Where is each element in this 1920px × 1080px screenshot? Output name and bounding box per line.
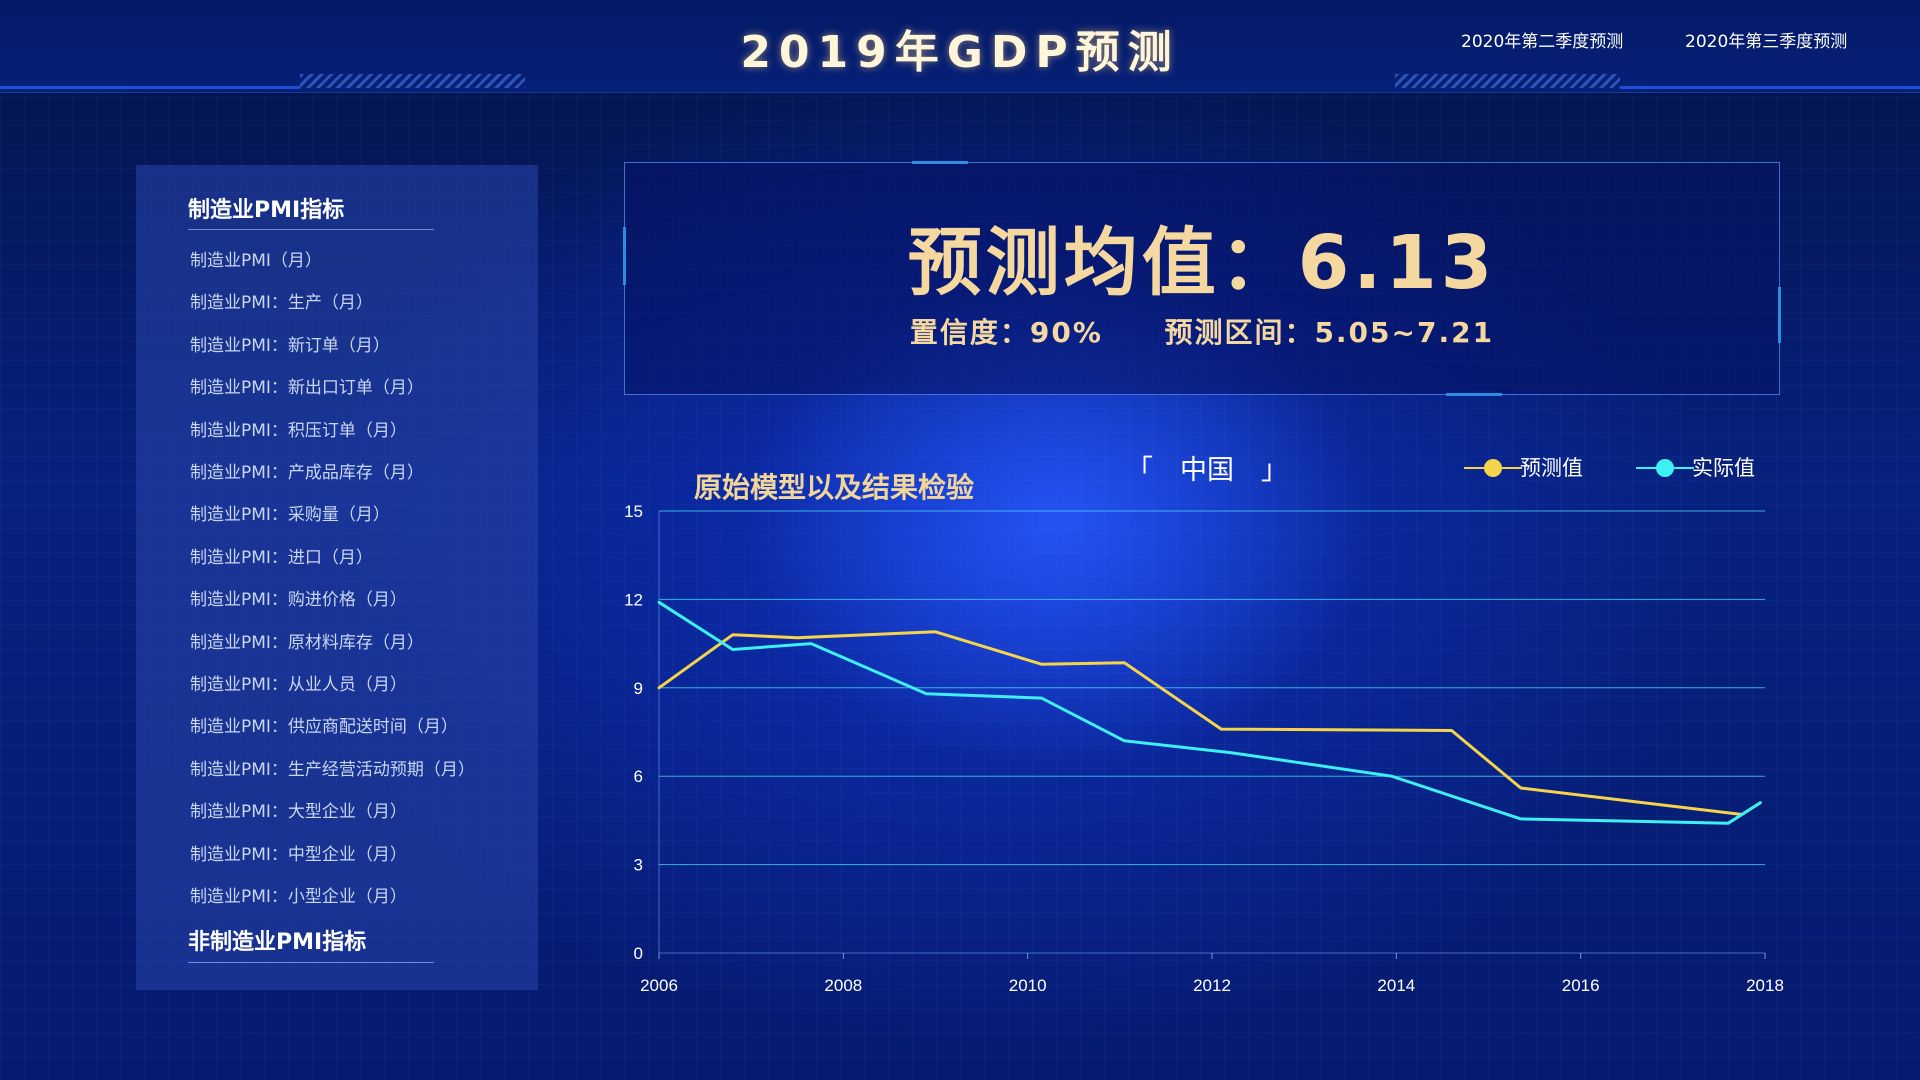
heading-divider (188, 229, 434, 230)
header-decor-left (300, 74, 525, 88)
sidebar-item[interactable]: 制造业PMI：新出口订单（月） (190, 378, 424, 398)
x-tick-label: 2016 (1562, 976, 1600, 995)
legend-forecast-marker (1464, 459, 1522, 477)
sidebar-item[interactable]: 制造业PMI：进口（月） (190, 548, 373, 568)
forecast-interval: 预测区间：5.05~7.21 (1164, 316, 1495, 349)
legend-actual-label: 实际值 (1692, 456, 1755, 480)
sidebar-item[interactable]: 制造业PMI：中型企业（月） (190, 845, 407, 865)
tab-2020-q2-forecast[interactable]: 2020年第二季度预测 (1461, 32, 1624, 52)
sidebar-item[interactable]: 制造业PMI：生产（月） (190, 293, 373, 313)
header-line-right (1620, 86, 1920, 89)
sidebar-item[interactable]: 制造业PMI：产成品库存（月） (190, 463, 424, 483)
sidebar-item[interactable]: 制造业PMI：供应商配送时间（月） (190, 717, 458, 737)
y-tick-label: 15 (624, 502, 643, 521)
series-actual-line (657, 600, 1762, 825)
sidebar-item[interactable]: 制造业PMI：小型企业（月） (190, 887, 407, 907)
x-tick-label: 2008 (824, 976, 862, 995)
y-tick-label: 12 (624, 590, 643, 609)
sidebar-item[interactable]: 制造业PMI：原材料库存（月） (190, 633, 424, 653)
x-tick-label: 2006 (640, 976, 678, 995)
chart-title: 原始模型以及结果检验 (694, 471, 975, 504)
panel-accent-top (912, 161, 968, 164)
sidebar-item[interactable]: 制造业PMI：积压订单（月） (190, 421, 407, 441)
non-manufacturing-pmi-heading[interactable]: 非制造业PMI指标 (188, 930, 367, 955)
sidebar-item[interactable]: 制造业PMI：生产经营活动预期（月） (190, 760, 475, 780)
header-bar: 2019年GDP预测 2020年第二季度预测 2020年第三季度预测 (0, 0, 1920, 93)
y-tick-label: 9 (634, 679, 643, 698)
sidebar-item[interactable]: 制造业PMI（月） (190, 251, 322, 271)
sidebar-item[interactable]: 制造业PMI：新订单（月） (190, 336, 390, 356)
y-tick-label: 0 (634, 944, 643, 963)
series-forecast-line (657, 630, 1744, 816)
x-tick-label: 2012 (1193, 976, 1231, 995)
header-decor-right (1395, 74, 1620, 88)
sidebar-item[interactable]: 制造业PMI：从业人员（月） (190, 675, 407, 695)
legend-actual[interactable]: 实际值 (1636, 452, 1755, 482)
region-selector[interactable]: 「 中国 」 (1126, 455, 1288, 486)
legend-forecast-label: 预测值 (1520, 456, 1583, 480)
panel-accent-right (1778, 287, 1781, 343)
panel-accent-bottom (1446, 393, 1502, 396)
legend-actual-marker (1636, 459, 1694, 477)
confidence-level: 置信度：90% (909, 316, 1103, 349)
x-tick-label: 2014 (1377, 976, 1415, 995)
x-tick-label: 2018 (1746, 976, 1784, 995)
heading-divider (188, 962, 434, 963)
header-line-left (0, 86, 300, 89)
panel-accent-left (623, 227, 626, 285)
legend-forecast[interactable]: 预测值 (1464, 452, 1583, 482)
tab-2020-q3-forecast[interactable]: 2020年第三季度预测 (1685, 32, 1848, 52)
sidebar-item[interactable]: 制造业PMI：大型企业（月） (190, 802, 407, 822)
y-tick-label: 6 (634, 767, 643, 786)
y-tick-label: 3 (634, 856, 643, 875)
indicator-sidebar: 制造业PMI指标 制造业PMI（月） 制造业PMI：生产（月） 制造业PMI：新… (136, 165, 538, 990)
forecast-stats: 置信度：90% 预测区间：5.05~7.21 (625, 311, 1779, 351)
page-title: 2019年GDP预测 (740, 27, 1180, 78)
sidebar-item[interactable]: 制造业PMI：采购量（月） (190, 505, 390, 525)
sidebar-item[interactable]: 制造业PMI：购进价格（月） (190, 590, 407, 610)
manufacturing-pmi-heading[interactable]: 制造业PMI指标 (188, 198, 345, 223)
x-tick-label: 2010 (1009, 976, 1047, 995)
forecast-mean: 预测均值：6.13 (907, 220, 1497, 306)
forecast-summary-panel: 预测均值：6.13 置信度：90% 预测区间：5.05~7.21 (623, 161, 1781, 396)
